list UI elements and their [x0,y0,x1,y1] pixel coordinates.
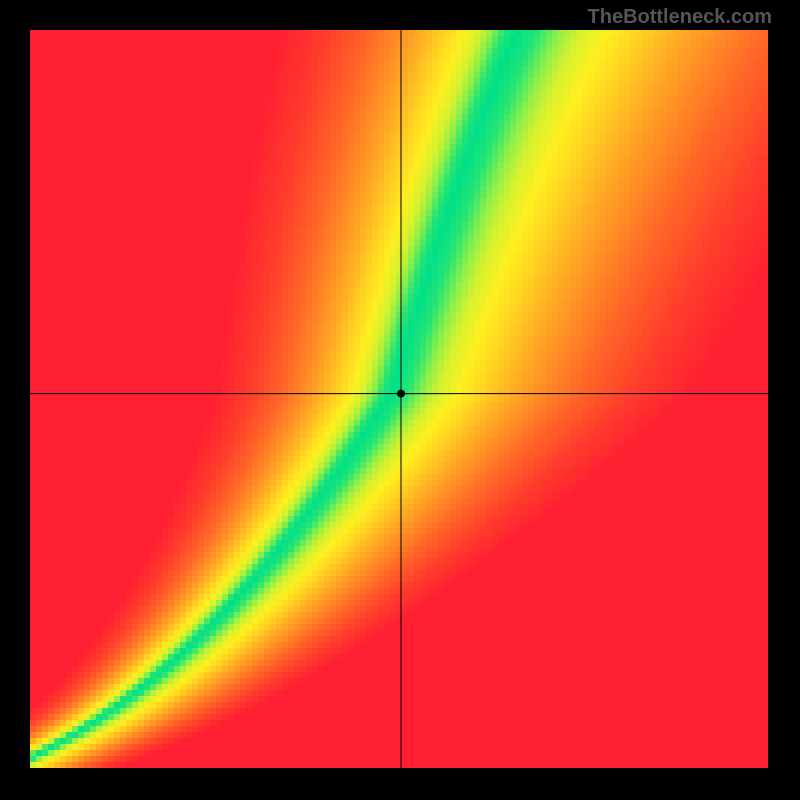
bottleneck-heatmap [0,0,800,800]
watermark-text: TheBottleneck.com [588,6,772,29]
